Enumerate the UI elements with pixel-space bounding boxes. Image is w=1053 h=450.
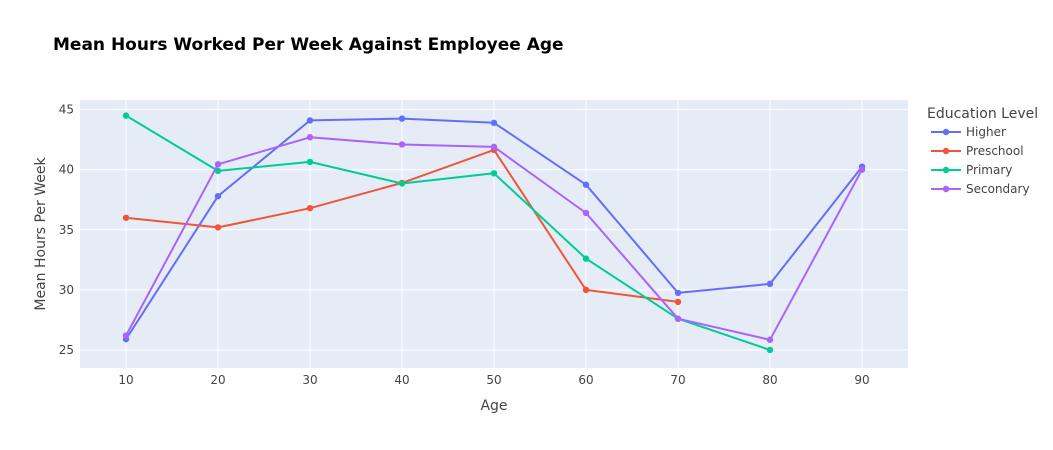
data-point-secondary[interactable]: [766, 336, 774, 343]
legend-label: Secondary: [966, 182, 1030, 196]
x-tick-label: 90: [854, 373, 869, 387]
y-tick-label: 45: [59, 103, 74, 117]
data-point-secondary[interactable]: [122, 332, 130, 339]
data-point-preschool[interactable]: [122, 214, 130, 221]
chart-title: Mean Hours Worked Per Week Against Emplo…: [53, 35, 564, 55]
legend-item-preschool[interactable]: Preschool: [931, 144, 1024, 158]
legend-marker: [942, 185, 950, 193]
legend-label: Higher: [966, 125, 1006, 139]
data-point-higher[interactable]: [214, 192, 222, 200]
legend-item-higher[interactable]: Higher: [931, 125, 1006, 139]
y-tick-label: 40: [59, 163, 74, 177]
data-point-higher[interactable]: [582, 181, 590, 188]
x-tick-label: 80: [762, 373, 777, 387]
x-tick-label: 50: [486, 373, 501, 387]
data-point-secondary[interactable]: [582, 209, 590, 217]
x-tick-label: 10: [118, 373, 133, 387]
legend[interactable]: Education Level Higher Preschool Primary Se…: [927, 106, 1038, 196]
data-point-secondary[interactable]: [306, 134, 314, 141]
legend-item-secondary[interactable]: Secondary: [931, 182, 1030, 196]
data-point-higher[interactable]: [490, 119, 498, 127]
y-tick-label: 35: [59, 223, 74, 237]
data-point-primary[interactable]: [766, 346, 774, 354]
data-point-preschool[interactable]: [306, 204, 314, 212]
legend-marker: [942, 147, 950, 155]
legend-item-primary[interactable]: Primary: [931, 163, 1012, 177]
x-tick-label: 60: [578, 373, 593, 387]
data-point-primary[interactable]: [582, 255, 590, 262]
data-point-secondary[interactable]: [398, 141, 406, 148]
axis-ticks: 10 20 30 40 50 60 70 80 90 25 30 35 40 45: [59, 103, 870, 387]
data-point-preschool[interactable]: [214, 224, 222, 231]
data-point-higher[interactable]: [766, 280, 774, 288]
y-axis-label: Mean Hours Per Week: [33, 157, 49, 311]
data-point-secondary[interactable]: [674, 315, 682, 322]
data-point-primary[interactable]: [122, 112, 130, 119]
series-line-primary[interactable]: [125, 114, 771, 351]
legend-label: Primary: [966, 163, 1012, 177]
data-point-higher[interactable]: [398, 115, 406, 122]
legend-marker: [942, 128, 950, 136]
data-point-secondary[interactable]: [858, 166, 866, 173]
legend-title: Education Level: [927, 106, 1038, 122]
data-point-higher[interactable]: [674, 289, 682, 297]
legend-marker: [942, 166, 950, 174]
data-point-primary[interactable]: [306, 158, 314, 166]
data-point-primary[interactable]: [490, 170, 498, 177]
x-tick-label: 20: [210, 373, 225, 387]
series-secondary[interactable]: [122, 134, 866, 343]
x-tick-label: 70: [670, 373, 685, 387]
data-point-secondary[interactable]: [490, 143, 498, 151]
series-primary[interactable]: [122, 112, 774, 354]
x-tick-label: 30: [302, 373, 317, 387]
data-point-secondary[interactable]: [214, 161, 222, 168]
x-axis-label: Age: [480, 398, 507, 414]
data-point-higher[interactable]: [306, 117, 314, 124]
data-point-primary[interactable]: [398, 180, 406, 187]
y-tick-label: 25: [59, 343, 74, 357]
y-tick-label: 30: [59, 283, 74, 297]
series-lines[interactable]: [122, 112, 866, 354]
data-point-preschool[interactable]: [582, 286, 590, 294]
data-point-preschool[interactable]: [674, 298, 682, 306]
legend-label: Preschool: [966, 144, 1024, 158]
x-tick-label: 40: [394, 373, 409, 387]
